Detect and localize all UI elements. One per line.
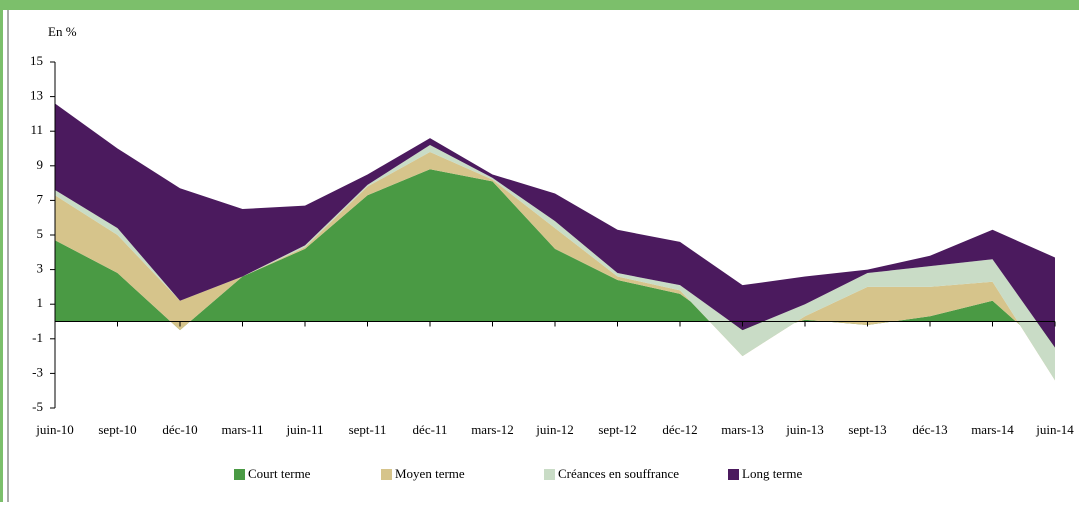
- x-tick-label: déc-13: [912, 422, 947, 437]
- y-axis-label: En %: [48, 24, 77, 39]
- x-tick-label: juin-11: [285, 422, 323, 437]
- y-tick-label: 11: [30, 122, 43, 137]
- x-tick-label: mars-11: [221, 422, 263, 437]
- x-tick-label: sept-10: [98, 422, 136, 437]
- legend-swatch: [544, 469, 555, 480]
- areas: [55, 103, 1055, 381]
- y-tick-label: 3: [37, 261, 44, 276]
- x-tick-label: sept-11: [349, 422, 387, 437]
- x-tick-label: sept-12: [598, 422, 636, 437]
- y-tick-label: 7: [37, 191, 44, 206]
- x-tick-label: déc-12: [662, 422, 697, 437]
- x-tick-label: juin-13: [785, 422, 824, 437]
- x-tick-label: mars-12: [471, 422, 514, 437]
- x-tick-label: juin-14: [1035, 422, 1074, 437]
- area: [55, 169, 1055, 357]
- area: [55, 103, 1055, 348]
- legend-label: Court terme: [248, 466, 311, 481]
- x-tick-label: mars-13: [721, 422, 764, 437]
- x-tick-label: déc-11: [413, 422, 448, 437]
- y-tick-label: 9: [37, 157, 44, 172]
- legend-label: Long terme: [742, 466, 803, 481]
- legend-swatch: [728, 469, 739, 480]
- y-tick-label: 5: [37, 226, 44, 241]
- legend-swatch: [234, 469, 245, 480]
- x-tick-label: mars-14: [971, 422, 1014, 437]
- y-tick-label: 13: [30, 88, 43, 103]
- y-tick-label: -3: [32, 364, 43, 379]
- header-bar: [0, 0, 1079, 10]
- y-tick-label: -5: [32, 399, 43, 414]
- y-tick-label: 15: [30, 53, 43, 68]
- x-tick-label: juin-12: [535, 422, 574, 437]
- x-tick-label: déc-10: [162, 422, 197, 437]
- x-tick-label: sept-13: [848, 422, 886, 437]
- x-tick-label: juin-10: [35, 422, 74, 437]
- left-border: [0, 0, 3, 502]
- y-tick-label: -1: [32, 330, 43, 345]
- legend-label: Moyen terme: [395, 466, 465, 481]
- y-tick-label: 1: [37, 295, 44, 310]
- legend-label: Créances en souffrance: [558, 466, 679, 481]
- legend-swatch: [381, 469, 392, 480]
